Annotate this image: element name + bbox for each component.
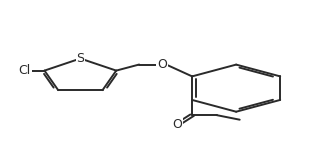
Text: S: S bbox=[76, 52, 84, 65]
Text: O: O bbox=[173, 118, 182, 131]
Text: O: O bbox=[157, 58, 167, 71]
Text: Cl: Cl bbox=[19, 64, 31, 77]
